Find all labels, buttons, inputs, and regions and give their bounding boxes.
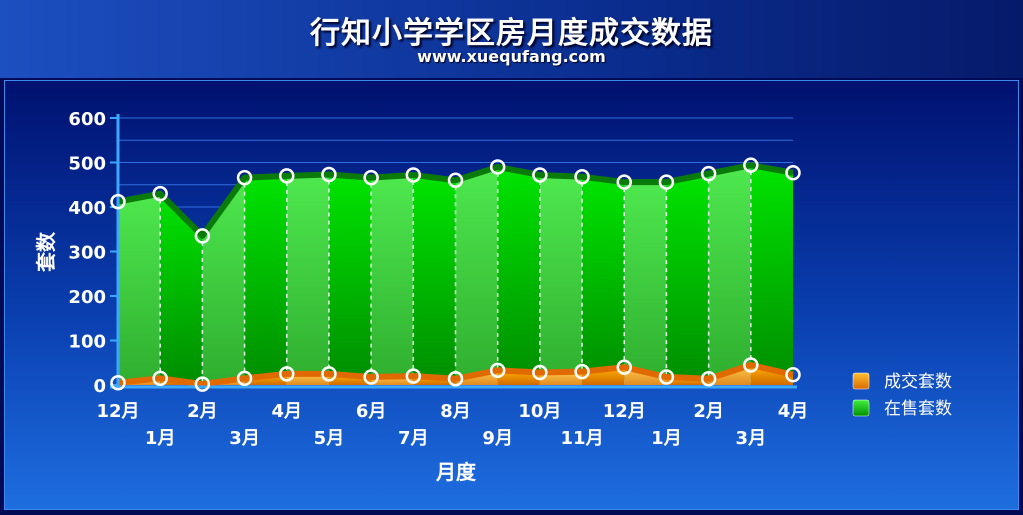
x-tick-label: 12月 [96, 401, 139, 422]
point-on-sale [363, 169, 379, 186]
x-tick-label: 1月 [145, 428, 176, 449]
chart-header: 行知小学学区房月度成交数据 www.xuequfang.com [0, 0, 1023, 78]
point-sold [489, 362, 506, 379]
legend-label: 在售套数 [884, 399, 952, 419]
area-band-on-sale [708, 165, 751, 385]
area-band-on-sale [582, 176, 625, 385]
point-on-sale [194, 228, 211, 244]
area-band-on-sale [455, 166, 498, 385]
area-band-on-sale [371, 174, 414, 385]
legend-swatch [852, 372, 870, 390]
line-sold [117, 361, 794, 388]
point-on-sale [447, 172, 464, 189]
point-sold [785, 367, 801, 383]
point-sold [321, 366, 337, 382]
point-on-sale [658, 174, 675, 190]
y-tick-label: 100 [68, 332, 106, 353]
area-band-on-sale [244, 175, 287, 385]
point-on-sale [321, 166, 337, 183]
x-tick-label: 4月 [271, 401, 302, 422]
area-band-on-sale [624, 182, 667, 385]
point-on-sale [700, 165, 717, 182]
point-on-sale [743, 157, 759, 173]
x-tick-label: 4月 [778, 401, 809, 422]
point-sold [110, 375, 126, 391]
point-on-sale [405, 167, 422, 183]
point-sold [532, 364, 548, 381]
point-on-sale [532, 167, 548, 183]
y-tick-label: 0 [93, 376, 106, 397]
area-band-on-sale [202, 177, 245, 385]
x-tick-label: 3月 [229, 428, 260, 449]
area-band-on-sale [160, 193, 203, 385]
area-band-on-sale [666, 173, 709, 385]
x-tick-label: 11月 [561, 428, 604, 449]
chart-title: 行知小学学区房月度成交数据 [310, 16, 713, 51]
x-tick-label: 2月 [187, 401, 218, 422]
x-tick-label: 2月 [693, 401, 724, 422]
x-tick-label: 10月 [518, 401, 561, 422]
point-sold [700, 371, 717, 387]
x-tick-label: 6月 [356, 401, 387, 422]
y-tick-label: 400 [68, 198, 106, 219]
point-sold [616, 359, 632, 375]
point-sold [363, 369, 379, 385]
point-sold [279, 366, 295, 382]
x-tick-label: 5月 [314, 428, 345, 449]
legend-label: 成交套数 [884, 372, 952, 392]
point-sold [236, 370, 253, 387]
x-tick-label: 8月 [440, 401, 471, 422]
x-axis-title: 月度 [435, 460, 477, 484]
x-tick-label: 1月 [651, 428, 682, 449]
point-on-sale [489, 159, 506, 175]
point-sold [405, 368, 422, 384]
x-tick-label: 9月 [482, 428, 513, 449]
point-on-sale [279, 168, 295, 184]
area-band-on-sale [286, 174, 329, 385]
area-band-on-sale [497, 166, 540, 385]
y-tick-label: 300 [68, 243, 106, 264]
point-sold [194, 376, 211, 392]
point-on-sale [574, 168, 590, 185]
point-on-sale [236, 169, 253, 186]
point-sold [658, 369, 675, 385]
point-sold [447, 371, 464, 387]
area-band-on-sale [750, 165, 793, 385]
point-on-sale [152, 185, 168, 202]
point-sold [152, 370, 168, 387]
point-on-sale [785, 164, 801, 181]
chart-subtitle: www.xuequfang.com [417, 47, 606, 66]
line-on-sale [117, 162, 794, 239]
point-sold [743, 357, 759, 373]
x-tick-label: 12月 [603, 401, 646, 422]
y-tick-label: 200 [68, 287, 106, 308]
area-band-on-sale [413, 174, 456, 385]
x-tick-label: 3月 [736, 428, 767, 449]
point-sold [574, 363, 590, 380]
point-on-sale [110, 193, 126, 210]
point-on-sale [616, 174, 632, 190]
area-band-on-sale [328, 174, 372, 385]
area-band-on-sale [118, 193, 161, 385]
y-tick-label: 600 [68, 109, 106, 130]
y-tick-label: 500 [68, 154, 106, 175]
area-band-on-sale [539, 174, 583, 385]
y-axis-title: 套数 [34, 231, 58, 272]
x-tick-label: 7月 [398, 428, 429, 449]
legend-swatch [852, 399, 870, 417]
